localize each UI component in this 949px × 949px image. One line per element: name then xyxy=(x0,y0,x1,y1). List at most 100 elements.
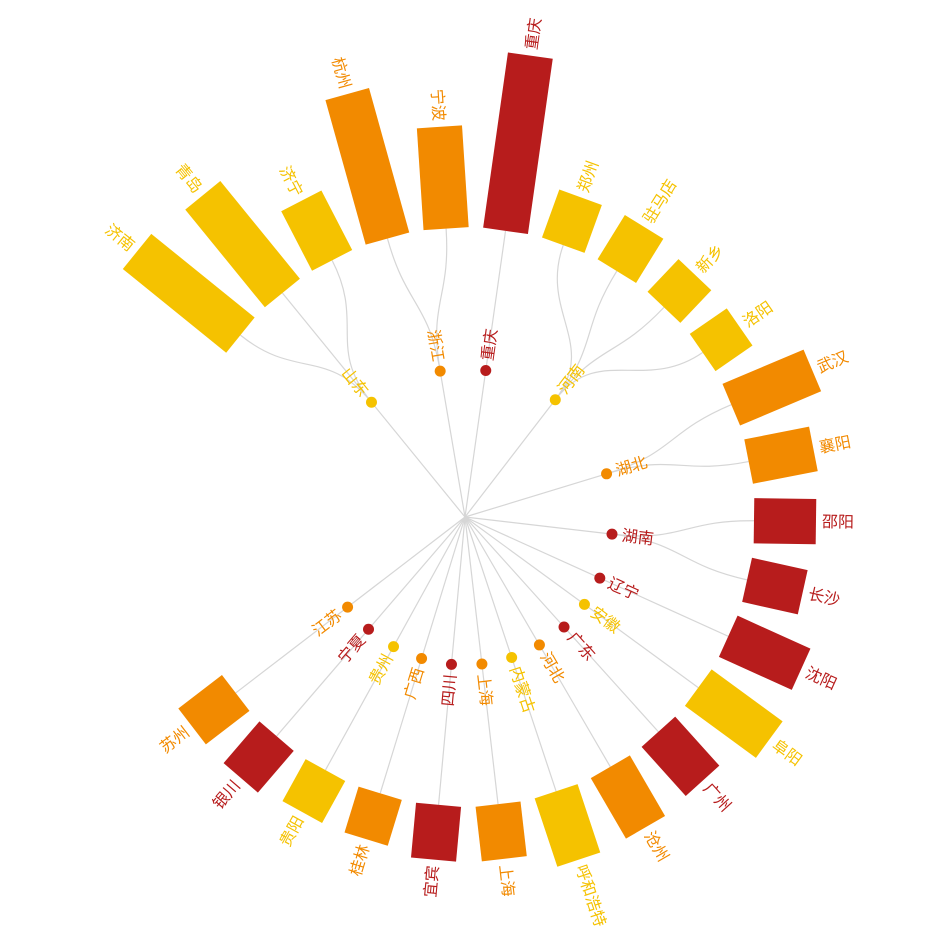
province-dot-湖南[interactable] xyxy=(606,528,618,540)
province-city-link xyxy=(599,577,729,637)
root-link xyxy=(368,516,466,630)
city-label: 洛阳 xyxy=(739,297,776,331)
province-city-link xyxy=(554,245,573,401)
city-label: 苏州 xyxy=(156,723,193,758)
province-city-link xyxy=(281,292,372,403)
province-label: 内蒙古 xyxy=(506,664,539,716)
province-city-link xyxy=(276,628,369,737)
city-label: 桂林 xyxy=(346,842,374,878)
root-link xyxy=(464,473,607,518)
province-dot-河北[interactable] xyxy=(533,639,545,651)
province-city-link xyxy=(538,644,611,768)
bar-长沙[interactable] xyxy=(742,557,808,615)
province-label: 四川 xyxy=(438,673,460,707)
bar-广州[interactable] xyxy=(641,716,720,796)
bar-济宁[interactable] xyxy=(281,190,353,271)
province-label: 广西 xyxy=(400,665,428,701)
province-dot-安徽[interactable] xyxy=(578,598,590,610)
bar-青岛[interactable] xyxy=(185,181,300,308)
province-label: 上海 xyxy=(474,673,497,707)
province-dot-上海[interactable] xyxy=(476,658,488,670)
province-label: 江苏 xyxy=(308,606,345,641)
province-label: 重庆 xyxy=(478,328,501,362)
city-label: 长沙 xyxy=(807,584,842,610)
province-label: 河南 xyxy=(554,361,589,398)
province-label: 浙江 xyxy=(424,328,448,363)
province-city-link xyxy=(584,603,699,689)
bar-呼和浩特[interactable] xyxy=(534,784,601,867)
province-dot-广东[interactable] xyxy=(558,621,570,633)
province-city-link xyxy=(611,533,748,581)
city-label: 沧州 xyxy=(640,828,673,865)
province-city-link xyxy=(437,664,453,805)
bar-沧州[interactable] xyxy=(590,755,666,839)
bar-重庆[interactable] xyxy=(483,52,553,235)
province-city-link xyxy=(554,270,618,401)
province-dot-河南[interactable] xyxy=(549,394,561,406)
city-label: 驻马店 xyxy=(639,176,680,227)
root-link xyxy=(421,516,466,659)
bar-郑州[interactable] xyxy=(541,189,602,253)
province-dot-湖北[interactable] xyxy=(601,468,613,480)
root-link xyxy=(439,370,466,518)
province-label: 贵州 xyxy=(365,651,397,688)
city-label: 阜阳 xyxy=(769,735,806,769)
bar-苏州[interactable] xyxy=(178,674,250,745)
province-city-link xyxy=(554,306,665,401)
bar-洛阳[interactable] xyxy=(689,308,753,372)
province-dot-辽宁[interactable] xyxy=(594,572,606,584)
bar-驻马店[interactable] xyxy=(597,214,664,283)
bar-杭州[interactable] xyxy=(325,88,410,245)
bar-新乡[interactable] xyxy=(647,259,712,323)
city-label: 青岛 xyxy=(171,160,206,197)
province-dot-广西[interactable] xyxy=(416,652,428,664)
province-city-link xyxy=(511,657,557,792)
city-label: 沈阳 xyxy=(803,663,840,694)
city-label: 广州 xyxy=(699,779,735,816)
province-dot-宁夏[interactable] xyxy=(363,623,375,635)
city-label: 济宁 xyxy=(275,163,307,200)
root-link xyxy=(464,516,540,646)
province-label: 辽宁 xyxy=(605,574,642,605)
province-label: 湖北 xyxy=(613,452,649,480)
bar-贵阳[interactable] xyxy=(282,759,346,824)
city-label: 宁波 xyxy=(427,88,448,121)
root-link xyxy=(464,516,483,665)
bar-宁波[interactable] xyxy=(416,125,469,231)
city-label: 新乡 xyxy=(692,241,728,277)
root-link xyxy=(347,516,466,608)
province-dot-江苏[interactable] xyxy=(342,601,354,613)
root-link xyxy=(464,516,565,628)
bar-邵阳[interactable] xyxy=(753,498,817,545)
province-label: 宁夏 xyxy=(334,631,369,668)
province-dot-内蒙古[interactable] xyxy=(506,651,518,663)
bar-阜阳[interactable] xyxy=(684,669,783,758)
province-dot-四川[interactable] xyxy=(445,658,457,670)
province-dot-重庆[interactable] xyxy=(480,364,492,376)
city-label: 呼和浩特 xyxy=(572,862,610,929)
province-city-link xyxy=(606,404,732,475)
bar-宜宾[interactable] xyxy=(411,802,462,862)
province-city-link xyxy=(379,658,423,794)
city-label: 武汉 xyxy=(814,347,851,377)
bar-上海[interactable] xyxy=(475,801,527,862)
city-label: 郑州 xyxy=(574,158,603,195)
province-dot-贵州[interactable] xyxy=(388,641,400,653)
province-city-link xyxy=(331,260,372,403)
bar-武汉[interactable] xyxy=(722,349,822,426)
bar-银川[interactable] xyxy=(223,721,294,793)
bar-济南[interactable] xyxy=(122,233,255,353)
province-dot-浙江[interactable] xyxy=(434,365,446,377)
bar-沈阳[interactable] xyxy=(718,615,811,690)
province-city-link xyxy=(240,334,372,403)
city-label: 邵阳 xyxy=(822,512,854,531)
province-dot-山东[interactable] xyxy=(365,396,377,408)
bar-襄阳[interactable] xyxy=(744,426,818,484)
bar-桂林[interactable] xyxy=(344,786,402,846)
province-city-link xyxy=(563,626,659,733)
city-label: 贵阳 xyxy=(276,813,308,850)
province-city-link xyxy=(485,230,507,371)
